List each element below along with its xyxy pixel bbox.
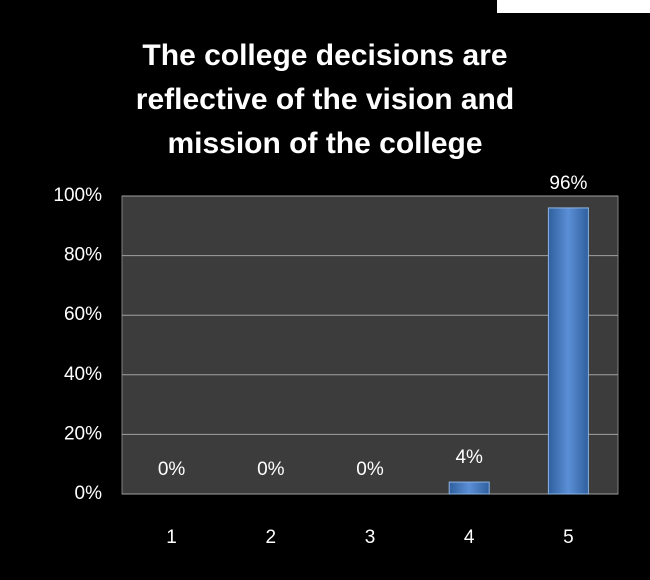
top-strip [497, 0, 650, 14]
y-tick-label: 60% [64, 304, 102, 325]
value-label: 0% [257, 459, 285, 480]
y-tick-label: 0% [75, 483, 103, 504]
bar [448, 481, 490, 495]
x-tick-label: 1 [166, 527, 177, 548]
value-label: 0% [158, 459, 186, 480]
x-tick-label: 2 [266, 527, 277, 548]
y-tick-label: 100% [53, 185, 102, 206]
value-label: 96% [549, 173, 587, 194]
y-tick-label: 20% [64, 423, 102, 444]
value-label: 0% [356, 459, 384, 480]
value-label: 4% [455, 447, 483, 468]
x-tick-label: 3 [365, 527, 376, 548]
y-tick-label: 40% [64, 364, 102, 385]
x-tick-label: 4 [464, 527, 475, 548]
bar [547, 207, 589, 495]
y-tick-label: 80% [64, 245, 102, 266]
chart-title: The college decisions are reflective of … [135, 39, 515, 160]
x-tick-label: 5 [563, 527, 574, 548]
plot-area [121, 195, 619, 495]
